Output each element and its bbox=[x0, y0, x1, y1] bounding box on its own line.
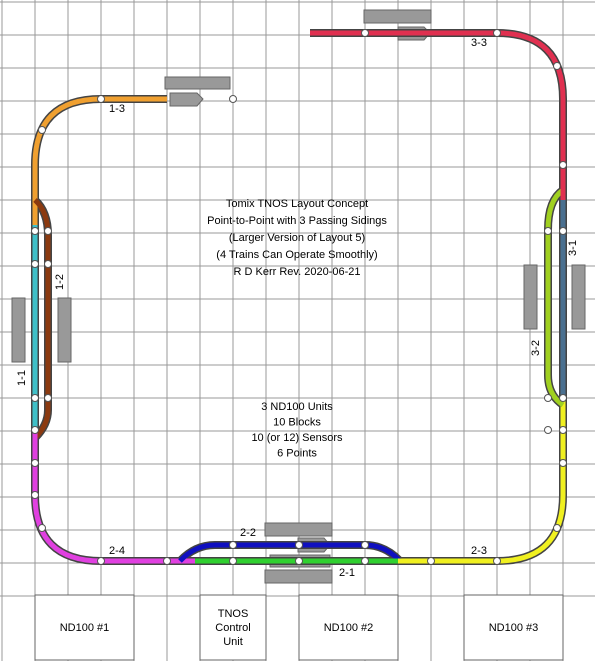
rail-outline bbox=[31, 430, 200, 565]
sensor bbox=[31, 491, 39, 499]
labels: Tomix TNOS Layout Concept Point-to-Point … bbox=[16, 37, 579, 661]
unit-label: TNOS bbox=[218, 608, 249, 620]
rail bbox=[33, 198, 51, 440]
rail bbox=[398, 400, 566, 564]
rail bbox=[545, 187, 565, 408]
sensor bbox=[493, 557, 501, 565]
sensor bbox=[361, 29, 369, 37]
note-line: 10 Blocks bbox=[273, 416, 321, 428]
rail bbox=[32, 430, 200, 564]
unit-label: ND100 #2 bbox=[324, 622, 374, 634]
sensor bbox=[38, 126, 46, 134]
sensor bbox=[559, 459, 567, 467]
sensor bbox=[493, 29, 501, 37]
sensor bbox=[44, 260, 52, 268]
sensor bbox=[559, 426, 567, 434]
block-sensors bbox=[31, 29, 567, 565]
note-line: 6 Points bbox=[277, 447, 317, 459]
sensor bbox=[31, 459, 39, 467]
track-label: 2-1 bbox=[339, 567, 355, 579]
sensor bbox=[44, 394, 52, 402]
unit-box bbox=[298, 594, 399, 661]
sensor bbox=[427, 557, 435, 565]
sensor bbox=[229, 557, 237, 565]
unit-label: ND100 #1 bbox=[60, 622, 110, 634]
sensor bbox=[31, 426, 39, 434]
sensor bbox=[31, 227, 39, 235]
sensor bbox=[544, 227, 552, 235]
sensor bbox=[38, 524, 46, 532]
track-label: 2-3 bbox=[471, 545, 487, 557]
title-line: (Larger Version of Layout 5) bbox=[229, 232, 365, 244]
track-label: 1-1 bbox=[16, 370, 28, 386]
track-label: 3-1 bbox=[567, 240, 579, 256]
sensor bbox=[97, 95, 105, 103]
sensor bbox=[361, 541, 369, 549]
unit-label: Unit bbox=[223, 636, 243, 648]
unit-box bbox=[34, 594, 135, 661]
sensor bbox=[544, 394, 552, 402]
track-label: 3-2 bbox=[530, 340, 542, 356]
rail-outline bbox=[310, 29, 567, 200]
sensor bbox=[553, 62, 561, 70]
title-line: R D Kerr Rev. 2020-06-21 bbox=[234, 266, 361, 278]
sensor bbox=[229, 541, 237, 549]
track-label: 2-2 bbox=[240, 527, 256, 539]
unit-box bbox=[463, 594, 564, 661]
track-label: 2-4 bbox=[109, 545, 125, 557]
note-line: 10 (or 12) Sensors bbox=[251, 432, 343, 444]
unit-label: Control bbox=[215, 622, 250, 634]
sensor bbox=[44, 227, 52, 235]
sensor bbox=[97, 557, 105, 565]
rail-outline bbox=[398, 400, 567, 565]
sensor bbox=[295, 557, 303, 565]
title-line: Point-to-Point with 3 Passing Sidings bbox=[207, 215, 387, 227]
sensor bbox=[544, 426, 552, 434]
sensor bbox=[559, 227, 567, 235]
rail bbox=[178, 542, 402, 563]
sensor bbox=[229, 95, 237, 103]
title-line: (4 Trains Can Operate Smoothly) bbox=[216, 249, 377, 261]
track-label: 1-3 bbox=[109, 103, 125, 115]
unit-box bbox=[199, 594, 267, 661]
sensor bbox=[553, 524, 561, 532]
sensor bbox=[559, 394, 567, 402]
sensor bbox=[361, 557, 369, 565]
rail bbox=[32, 96, 167, 225]
unit-label: ND100 #3 bbox=[489, 622, 539, 634]
title-line: Tomix TNOS Layout Concept bbox=[226, 198, 368, 210]
sensor bbox=[31, 260, 39, 268]
rail bbox=[310, 30, 566, 200]
sensor bbox=[559, 161, 567, 169]
track-label: 3-3 bbox=[471, 37, 487, 49]
sensor bbox=[31, 394, 39, 402]
note-line: 3 ND100 Units bbox=[261, 401, 333, 413]
sensor bbox=[163, 557, 171, 565]
sensor bbox=[295, 541, 303, 549]
track-label: 1-2 bbox=[54, 274, 66, 290]
